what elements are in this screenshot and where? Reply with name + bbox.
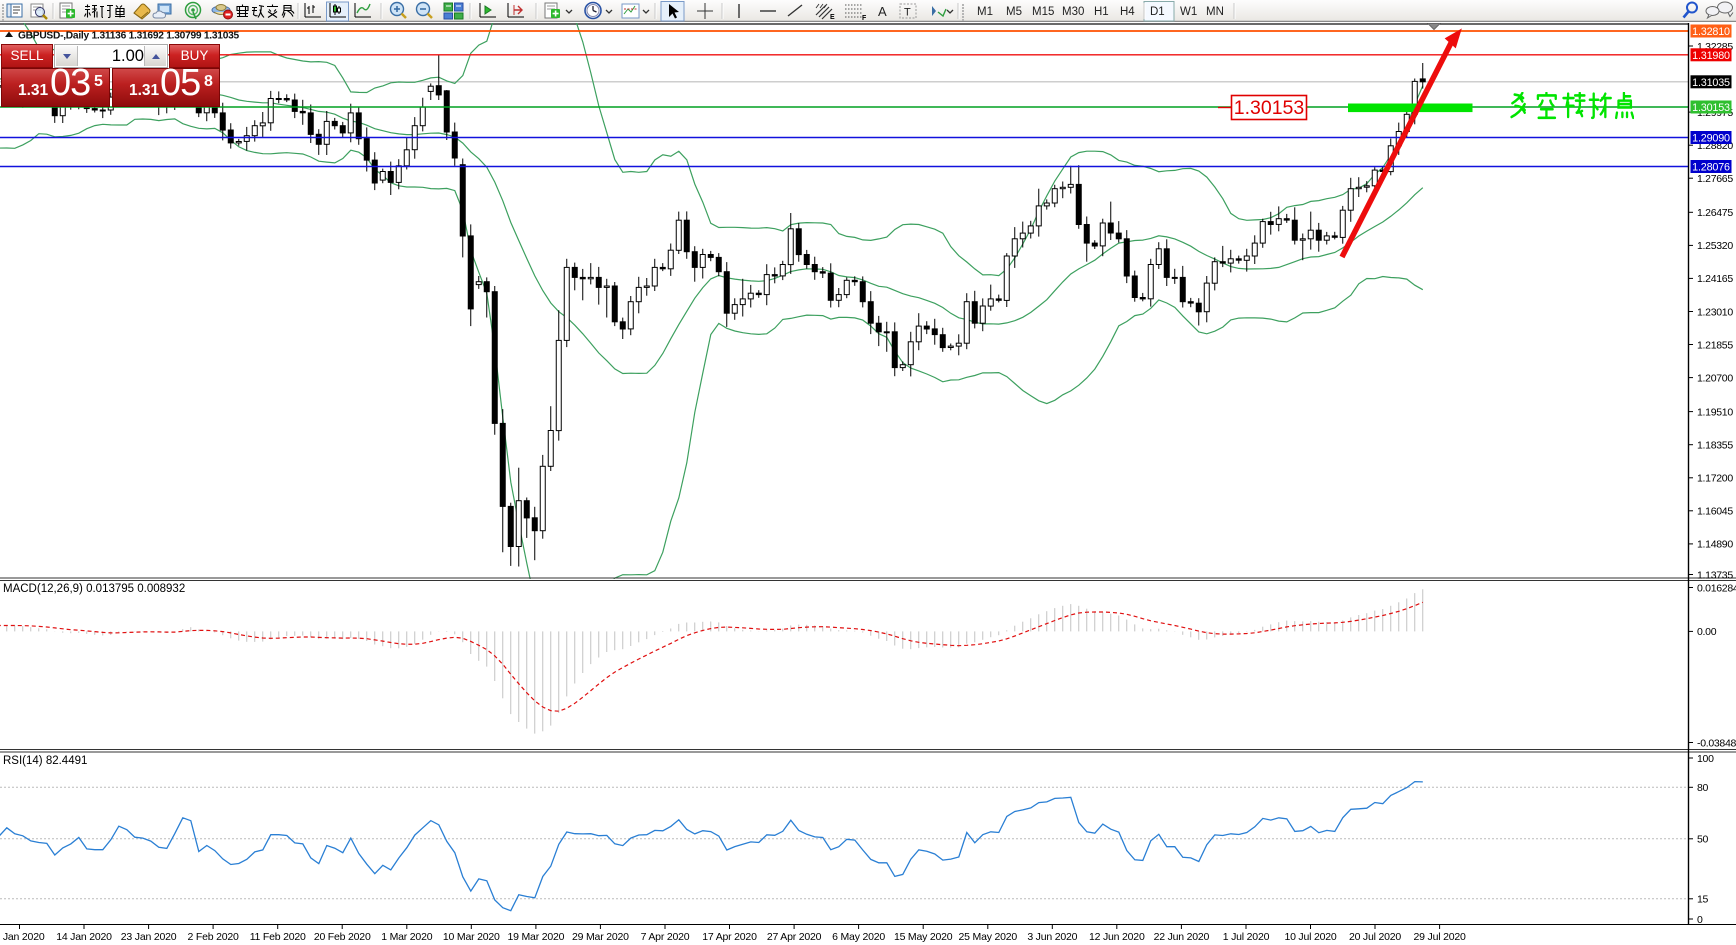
svg-text:7 Apr 2020: 7 Apr 2020 bbox=[641, 931, 690, 943]
svg-text:27 Apr 2020: 27 Apr 2020 bbox=[767, 931, 822, 943]
svg-text:-0.038485: -0.038485 bbox=[1697, 737, 1736, 749]
svg-text:14 Jan 2020: 14 Jan 2020 bbox=[56, 931, 112, 943]
svg-text:A: A bbox=[878, 4, 887, 19]
svg-text:29 Mar 2020: 29 Mar 2020 bbox=[572, 931, 629, 943]
svg-text:H4: H4 bbox=[1120, 6, 1135, 18]
svg-text:1.26475: 1.26475 bbox=[1697, 207, 1733, 219]
svg-text:1.27665: 1.27665 bbox=[1697, 173, 1733, 185]
svg-text:1.31980: 1.31980 bbox=[1692, 50, 1730, 62]
svg-text:1.13735: 1.13735 bbox=[1697, 569, 1733, 581]
svg-text:MN: MN bbox=[1206, 6, 1224, 18]
svg-text:25 May 2020: 25 May 2020 bbox=[959, 931, 1018, 943]
svg-text:100: 100 bbox=[1697, 753, 1714, 765]
svg-text:10 Mar 2020: 10 Mar 2020 bbox=[443, 931, 500, 943]
svg-text:2 Feb 2020: 2 Feb 2020 bbox=[188, 931, 239, 943]
svg-text:MACD(12,26,9) 0.013795 0.00893: MACD(12,26,9) 0.013795 0.008932 bbox=[3, 583, 185, 595]
svg-text:1.25320: 1.25320 bbox=[1697, 240, 1733, 252]
svg-text:80: 80 bbox=[1697, 782, 1709, 794]
svg-text:19 Mar 2020: 19 Mar 2020 bbox=[508, 931, 565, 943]
svg-text:12 Jun 2020: 12 Jun 2020 bbox=[1089, 931, 1145, 943]
svg-text:M15: M15 bbox=[1032, 6, 1054, 18]
svg-text:11 Feb 2020: 11 Feb 2020 bbox=[250, 931, 306, 943]
svg-text:1.14890: 1.14890 bbox=[1697, 539, 1733, 551]
svg-text:1.32810: 1.32810 bbox=[1692, 26, 1730, 38]
svg-text:17 Apr 2020: 17 Apr 2020 bbox=[702, 931, 757, 943]
svg-text:22 Jun 2020: 22 Jun 2020 bbox=[1154, 931, 1210, 943]
svg-text:1 Mar 2020: 1 Mar 2020 bbox=[381, 931, 432, 943]
svg-text:E: E bbox=[830, 14, 835, 21]
svg-text:1.21855: 1.21855 bbox=[1697, 339, 1733, 351]
svg-text:W1: W1 bbox=[1180, 6, 1197, 18]
svg-text:20 Feb 2020: 20 Feb 2020 bbox=[314, 931, 371, 943]
svg-text:M30: M30 bbox=[1062, 6, 1084, 18]
svg-text:1.24165: 1.24165 bbox=[1697, 273, 1733, 285]
svg-text:1.20700: 1.20700 bbox=[1697, 372, 1733, 384]
svg-text:1.29090: 1.29090 bbox=[1692, 133, 1730, 145]
svg-text:1.18355: 1.18355 bbox=[1697, 440, 1733, 452]
svg-text:D1: D1 bbox=[1150, 6, 1165, 18]
svg-text:1.17200: 1.17200 bbox=[1697, 473, 1733, 485]
svg-text:1.23010: 1.23010 bbox=[1697, 306, 1733, 318]
svg-text:23 Jan 2020: 23 Jan 2020 bbox=[121, 931, 177, 943]
svg-text:15: 15 bbox=[1697, 894, 1709, 906]
svg-text:1.16045: 1.16045 bbox=[1697, 506, 1733, 518]
svg-text:0.00: 0.00 bbox=[1697, 626, 1717, 638]
svg-text:29 Jul 2020: 29 Jul 2020 bbox=[1414, 931, 1466, 943]
svg-text:RSI(14) 82.4491: RSI(14) 82.4491 bbox=[3, 755, 87, 767]
svg-text:0.016284: 0.016284 bbox=[1697, 582, 1736, 594]
svg-text:1.30153: 1.30153 bbox=[1692, 102, 1730, 114]
svg-text:1.30153: 1.30153 bbox=[1234, 97, 1305, 119]
svg-text:10 Jul 2020: 10 Jul 2020 bbox=[1284, 931, 1336, 943]
svg-text:3 Jun 2020: 3 Jun 2020 bbox=[1027, 931, 1077, 943]
svg-text:1 Jul 2020: 1 Jul 2020 bbox=[1223, 931, 1270, 943]
svg-text:15 May 2020: 15 May 2020 bbox=[894, 931, 953, 943]
svg-text:5 Jan 2020: 5 Jan 2020 bbox=[0, 931, 45, 943]
svg-text:0: 0 bbox=[1697, 914, 1703, 926]
svg-text:T: T bbox=[904, 7, 911, 19]
svg-text:M5: M5 bbox=[1006, 6, 1022, 18]
svg-text:6 May 2020: 6 May 2020 bbox=[832, 931, 885, 943]
svg-text:50: 50 bbox=[1697, 834, 1709, 846]
svg-text:1.28076: 1.28076 bbox=[1692, 162, 1730, 174]
svg-text:F: F bbox=[862, 15, 867, 22]
svg-text:20 Jul 2020: 20 Jul 2020 bbox=[1349, 931, 1401, 943]
svg-text:M1: M1 bbox=[977, 6, 993, 18]
svg-text:1.19510: 1.19510 bbox=[1697, 406, 1733, 418]
svg-text:1.31035: 1.31035 bbox=[1692, 77, 1730, 89]
svg-text:H1: H1 bbox=[1094, 6, 1109, 18]
svg-text:GBPUSD-,Daily 1.31136 1.31692: GBPUSD-,Daily 1.31136 1.31692 1.30799 1.… bbox=[18, 31, 240, 42]
